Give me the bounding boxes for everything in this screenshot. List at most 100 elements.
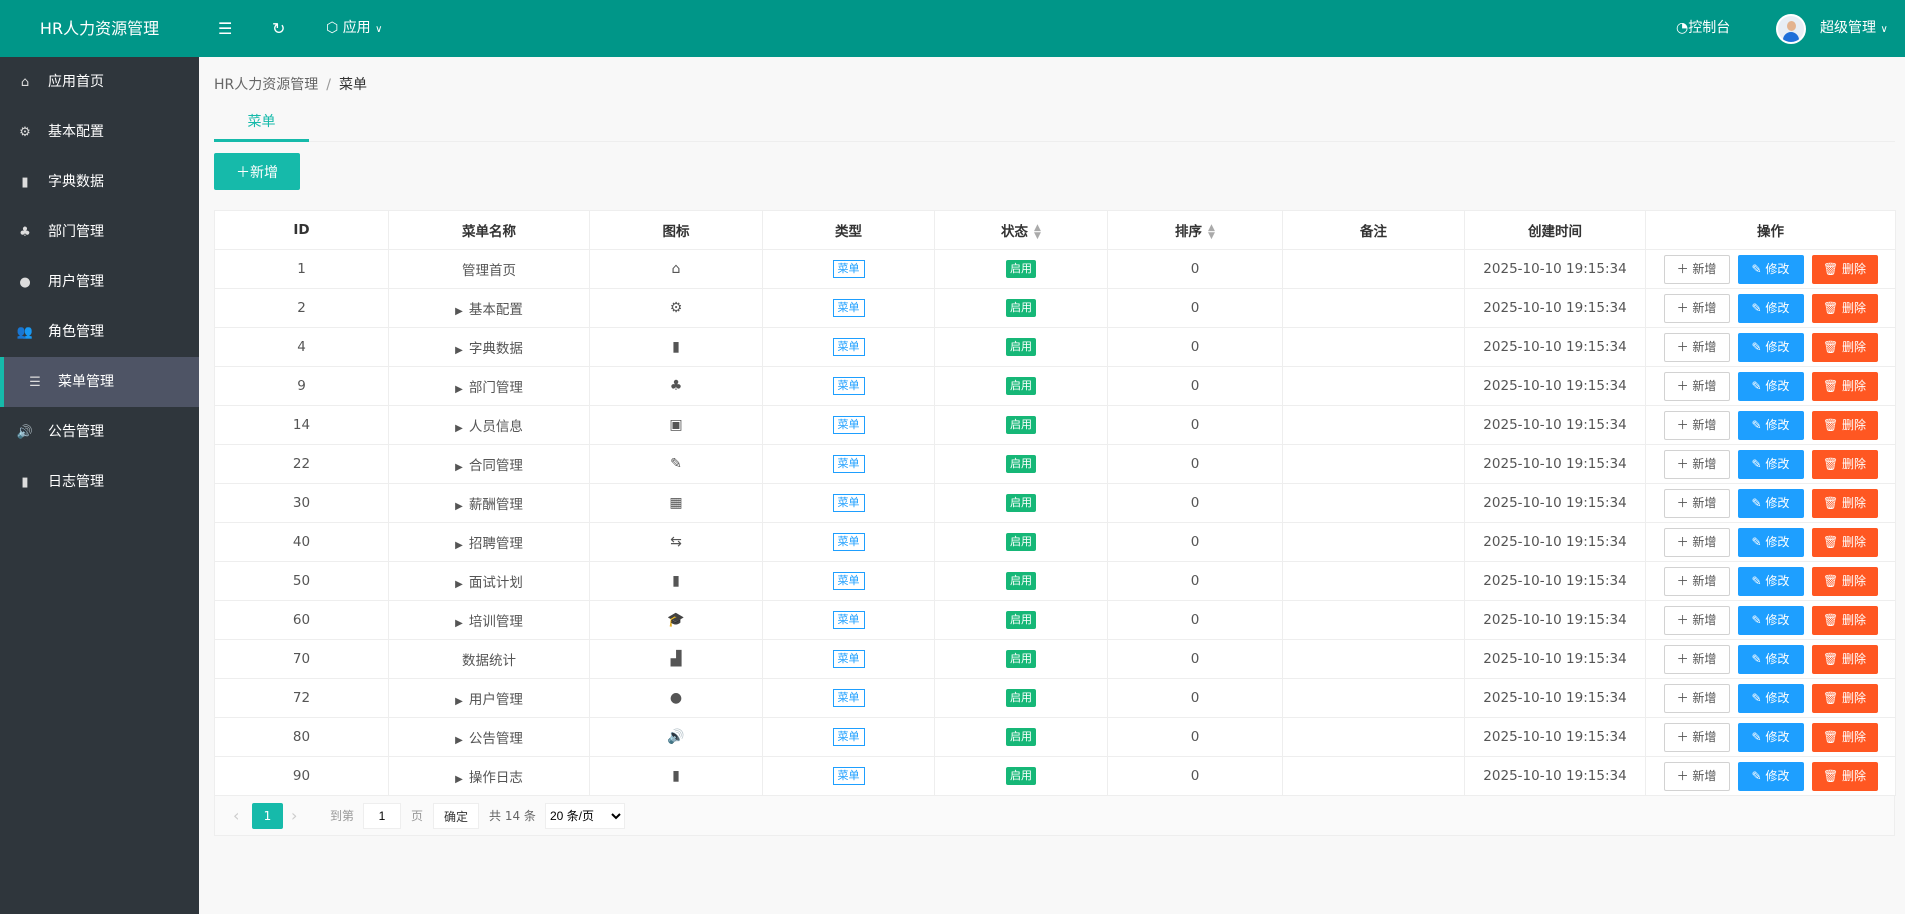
plus-icon: ＋ (1676, 456, 1693, 471)
edit-button[interactable]: ✎ 修改 (1737, 644, 1804, 674)
expand-arrow-icon[interactable]: ▶ (455, 501, 463, 512)
add-child-button[interactable]: ＋ 新增 (1663, 371, 1730, 401)
avatar[interactable] (1776, 14, 1806, 44)
add-menu-button[interactable]: ＋新增 (214, 153, 300, 190)
pencil-icon: ✎ (1751, 417, 1766, 432)
edit-button[interactable]: ✎ 修改 (1737, 488, 1804, 518)
delete-button[interactable]: 🗑 删除 (1811, 488, 1878, 518)
expand-arrow-icon[interactable]: ▶ (455, 384, 463, 395)
add-child-button[interactable]: ＋ 新增 (1663, 293, 1730, 323)
name-cell: 管理首页 (388, 249, 590, 289)
add-child-button[interactable]: ＋ 新增 (1663, 761, 1730, 791)
expand-arrow-icon[interactable]: ▶ (455, 540, 463, 551)
confirm-button[interactable]: 确定 (433, 803, 480, 829)
edit-button[interactable]: ✎ 修改 (1737, 722, 1804, 752)
menu-toggle-icon[interactable]: ☰ (218, 19, 233, 38)
note-cell (1282, 561, 1465, 601)
sort-icon[interactable]: ▲ ▼ (1034, 223, 1041, 241)
sidebar-item-7[interactable]: 🔊 公告管理 (0, 407, 199, 457)
icon-cell: ⌂ (589, 249, 763, 289)
delete-button[interactable]: 🗑 删除 (1811, 254, 1878, 284)
expand-arrow-icon[interactable]: ▶ (455, 774, 463, 785)
status-cell: 启用 (934, 756, 1108, 796)
sidebar-item-6[interactable]: ☰ 菜单管理 (0, 357, 199, 407)
add-child-button[interactable]: ＋ 新增 (1663, 683, 1730, 713)
edit-button[interactable]: ✎ 修改 (1737, 683, 1804, 713)
delete-button[interactable]: 🗑 删除 (1811, 293, 1878, 323)
expand-arrow-icon[interactable]: ▶ (455, 306, 463, 317)
breadcrumb-root[interactable]: HR人力资源管理 (214, 77, 319, 93)
sidebar-item-label: 用户管理 (48, 274, 104, 290)
actions-cell: ＋ 新增 ✎ 修改 🗑 删除 (1645, 327, 1896, 367)
page-1[interactable]: 1 (252, 803, 283, 829)
sidebar-item-4[interactable]: ● 用户管理 (0, 257, 199, 307)
edit-button[interactable]: ✎ 修改 (1737, 293, 1804, 323)
edit-button[interactable]: ✎ 修改 (1737, 605, 1804, 635)
console-link[interactable]: ◔控制台 (1676, 0, 1730, 57)
delete-button[interactable]: 🗑 删除 (1811, 761, 1878, 791)
page-unit: 页 (411, 809, 424, 823)
name-cell: ▶ 培训管理 (388, 600, 590, 640)
delete-button-label: 删除 (1842, 768, 1867, 783)
type-cell: 菜单 (762, 678, 935, 718)
prev-page-icon[interactable]: ‹ (233, 806, 240, 825)
add-child-button[interactable]: ＋ 新增 (1663, 488, 1730, 518)
delete-button[interactable]: 🗑 删除 (1811, 722, 1878, 752)
add-child-button[interactable]: ＋ 新增 (1663, 566, 1730, 596)
add-child-button[interactable]: ＋ 新增 (1663, 527, 1730, 557)
edit-button[interactable]: ✎ 修改 (1737, 527, 1804, 557)
expand-arrow-icon[interactable]: ▶ (455, 345, 463, 356)
expand-arrow-icon[interactable]: ▶ (455, 735, 463, 746)
expand-arrow-icon[interactable]: ▶ (455, 423, 463, 434)
id-cell: 4 (214, 327, 389, 367)
table-row: 22 ▶ 合同管理 ✎ 菜单 启用 0 2025-10-10 19:15:34 ＋ 新增 ✎ 修改… (214, 444, 1896, 484)
sidebar-item-3[interactable]: ♣ 部门管理 (0, 207, 199, 257)
edit-button[interactable]: ✎ 修改 (1737, 332, 1804, 362)
delete-button[interactable]: 🗑 删除 (1811, 566, 1878, 596)
edit-button[interactable]: ✎ 修改 (1737, 449, 1804, 479)
delete-button[interactable]: 🗑 删除 (1811, 332, 1878, 362)
delete-button[interactable]: 🗑 删除 (1811, 644, 1878, 674)
apps-menu[interactable]: ⬡ 应用 ∨ (326, 0, 382, 57)
expand-arrow-icon[interactable]: ▶ (455, 579, 463, 590)
sidebar-item-8[interactable]: ▮ 日志管理 (0, 457, 199, 507)
edit-button[interactable]: ✎ 修改 (1737, 371, 1804, 401)
delete-button[interactable]: 🗑 删除 (1811, 410, 1878, 440)
page-input[interactable] (363, 803, 401, 829)
delete-button[interactable]: 🗑 删除 (1811, 371, 1878, 401)
add-child-button[interactable]: ＋ 新增 (1663, 332, 1730, 362)
add-child-button[interactable]: ＋ 新增 (1663, 605, 1730, 635)
plus-icon: ＋ (1676, 534, 1693, 549)
tab-menu[interactable]: 菜单 (214, 104, 309, 142)
add-child-button[interactable]: ＋ 新增 (1663, 449, 1730, 479)
table-row: 72 ▶ 用户管理 ● 菜单 启用 0 2025-10-10 19:15:34 ＋ 新增 ✎ 修改… (214, 678, 1896, 718)
delete-button[interactable]: 🗑 删除 (1811, 527, 1878, 557)
add-child-button[interactable]: ＋ 新增 (1663, 410, 1730, 440)
sort-icon[interactable]: ▲ ▼ (1208, 223, 1215, 241)
gear-icon: ⚙ (669, 300, 683, 316)
sidebar-item-1[interactable]: ⚙ 基本配置 (0, 107, 199, 157)
expand-arrow-icon[interactable]: ▶ (455, 462, 463, 473)
sidebar-item-0[interactable]: ⌂ 应用首页 (0, 57, 199, 107)
edit-button[interactable]: ✎ 修改 (1737, 566, 1804, 596)
expand-arrow-icon[interactable]: ▶ (455, 696, 463, 707)
edit-button[interactable]: ✎ 修改 (1737, 410, 1804, 440)
user-menu[interactable]: 超级管理 ∨ (1820, 0, 1888, 57)
page-size-select[interactable]: 20 条/页 (545, 803, 625, 829)
expand-arrow-icon[interactable]: ▶ (455, 618, 463, 629)
edit-button-label: 修改 (1765, 768, 1790, 783)
delete-button[interactable]: 🗑 删除 (1811, 605, 1878, 635)
next-page-icon[interactable]: › (291, 806, 298, 825)
table-row: 70 数据统计 ▟ 菜单 启用 0 2025-10-10 19:15:34 ＋ 新增 ✎ 修改 🗑… (214, 639, 1896, 679)
add-child-button[interactable]: ＋ 新增 (1663, 644, 1730, 674)
edit-button[interactable]: ✎ 修改 (1737, 761, 1804, 791)
delete-button[interactable]: 🗑 删除 (1811, 449, 1878, 479)
delete-button[interactable]: 🗑 删除 (1811, 683, 1878, 713)
add-child-button[interactable]: ＋ 新增 (1663, 254, 1730, 284)
sidebar-item-2[interactable]: ▮ 字典数据 (0, 157, 199, 207)
add-child-button[interactable]: ＋ 新增 (1663, 722, 1730, 752)
refresh-icon[interactable]: ↻ (272, 19, 286, 38)
edit-button[interactable]: ✎ 修改 (1737, 254, 1804, 284)
sidebar-item-5[interactable]: 👥 角色管理 (0, 307, 199, 357)
actions-cell: ＋ 新增 ✎ 修改 🗑 删除 (1645, 678, 1896, 718)
